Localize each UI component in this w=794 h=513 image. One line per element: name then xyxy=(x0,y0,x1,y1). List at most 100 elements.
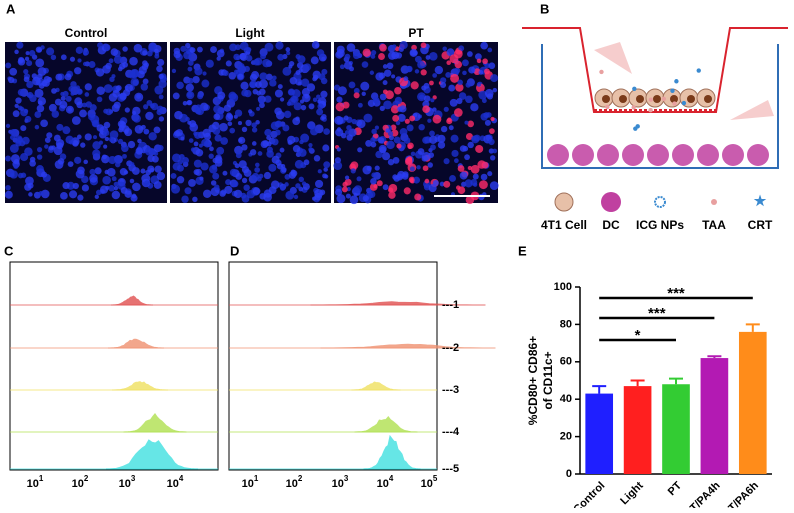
nucleus xyxy=(77,194,84,201)
legend-label: ICG NPs xyxy=(636,218,684,232)
nucleus xyxy=(313,74,319,81)
nucleus xyxy=(323,128,330,135)
nucleus xyxy=(77,58,82,63)
nucleus xyxy=(490,74,499,83)
nucleus xyxy=(241,126,248,133)
nucleus xyxy=(84,83,92,91)
nucleus xyxy=(346,43,356,52)
nucleus xyxy=(416,165,421,170)
diagram: ★ xyxy=(522,27,788,212)
nucleus xyxy=(194,67,203,76)
tick-base: 10 xyxy=(242,478,254,490)
nucleus xyxy=(157,144,164,152)
nucleus xyxy=(64,73,72,81)
nucleus xyxy=(216,49,225,58)
sample-label: ---3 xyxy=(442,384,459,396)
nucleus xyxy=(81,184,90,192)
nucleus xyxy=(209,165,218,174)
bar xyxy=(700,358,729,474)
nucleus xyxy=(303,63,312,72)
nucleus xyxy=(215,156,223,164)
x-tick-label: 105 xyxy=(421,474,438,490)
nucleus xyxy=(392,157,400,164)
nucleus xyxy=(409,48,418,57)
nucleus xyxy=(186,99,193,106)
nucleus xyxy=(158,73,164,79)
bar-chart: 0 20 40 60 80 100 %CD80+ CD86+ of CD11c+ Control… xyxy=(526,281,772,513)
sample-label: ---1 xyxy=(442,299,459,311)
nucleus xyxy=(406,124,414,132)
nucleus xyxy=(370,178,377,185)
nucleus xyxy=(251,122,257,128)
nucleus xyxy=(298,176,305,183)
nucleus xyxy=(184,187,192,195)
nucleus xyxy=(292,117,301,126)
nucleus xyxy=(212,127,221,135)
particle xyxy=(696,68,701,73)
image-title: Control xyxy=(65,26,108,40)
nucleus xyxy=(453,49,463,59)
nucleus xyxy=(199,176,204,181)
nucleus xyxy=(285,47,291,52)
nucleus xyxy=(425,55,431,60)
nucleus xyxy=(54,98,62,106)
nucleus xyxy=(258,98,264,104)
nucleus xyxy=(304,93,310,99)
nucleus xyxy=(181,195,189,203)
particle xyxy=(670,88,675,93)
legend-label: CRT xyxy=(748,218,773,232)
nucleus xyxy=(74,97,83,106)
error-bar xyxy=(669,377,683,385)
nucleus xyxy=(92,141,101,150)
nucleus xyxy=(467,141,474,149)
nucleus xyxy=(107,167,116,177)
nucleus xyxy=(130,69,139,79)
nucleus xyxy=(156,65,163,73)
nucleus xyxy=(154,85,164,95)
nucleus xyxy=(365,140,372,147)
nucleus xyxy=(396,143,402,149)
nucleus xyxy=(310,56,319,65)
nucleus xyxy=(292,145,301,153)
nucleus xyxy=(156,171,166,181)
nucleus xyxy=(353,92,360,99)
nucleus xyxy=(298,148,307,157)
nucleus xyxy=(202,189,212,198)
nucleus xyxy=(490,155,496,161)
nucleus xyxy=(454,60,463,69)
nucleus xyxy=(409,115,416,122)
nucleus xyxy=(154,165,162,173)
nucleus xyxy=(81,175,89,184)
nucleus xyxy=(193,159,202,168)
nucleus xyxy=(9,67,18,76)
nucleus xyxy=(420,69,427,76)
sample-label: ---4 xyxy=(442,426,460,438)
plot-frame xyxy=(9,261,219,471)
nucleus xyxy=(187,77,194,84)
nucleus xyxy=(462,70,467,76)
nucleus xyxy=(5,184,11,191)
nucleus xyxy=(335,102,345,112)
nucleus xyxy=(424,178,430,184)
nucleus xyxy=(345,193,351,199)
nucleus xyxy=(82,61,88,67)
nucleus xyxy=(419,94,425,100)
nucleus xyxy=(119,92,127,100)
nucleus xyxy=(76,88,83,95)
nucleus xyxy=(386,62,394,70)
nucleus xyxy=(238,136,246,144)
nucleus xyxy=(259,102,265,109)
nucleus xyxy=(140,168,146,174)
nucleus xyxy=(366,165,372,171)
nucleus xyxy=(363,113,373,123)
nucleus xyxy=(437,134,446,143)
nucleus xyxy=(174,110,183,120)
nucleus xyxy=(320,116,325,121)
nucleus xyxy=(301,78,310,87)
particle xyxy=(605,104,610,110)
nucleus xyxy=(154,48,159,54)
panel-label: B xyxy=(540,1,549,16)
nucleus xyxy=(265,73,273,81)
nucleus xyxy=(40,119,48,128)
nucleus xyxy=(212,172,220,180)
